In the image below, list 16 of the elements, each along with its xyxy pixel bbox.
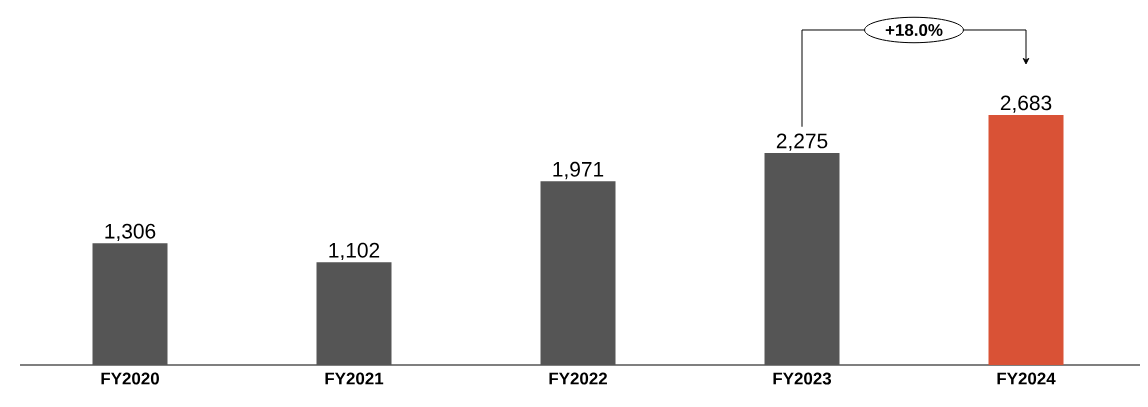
x-tick-label: FY2021 — [325, 372, 384, 385]
bar — [92, 243, 168, 365]
x-tick-label: FY2023 — [773, 372, 832, 385]
bar — [316, 262, 392, 365]
bar — [540, 181, 616, 365]
data-label: 1,102 — [329, 242, 380, 261]
x-tick-label: FY2020 — [101, 372, 159, 385]
data-label: 1,306 — [105, 223, 156, 242]
x-tick-label: FY2022 — [549, 372, 607, 385]
bar — [988, 115, 1064, 365]
x-tick-label: FY2024 — [997, 372, 1056, 385]
data-label: 2,683 — [1000, 95, 1052, 113]
data-label: 1,971 — [553, 161, 604, 180]
data-label: 2,275 — [776, 133, 828, 151]
text: +18.0% — [885, 24, 943, 36]
bar — [764, 153, 840, 365]
